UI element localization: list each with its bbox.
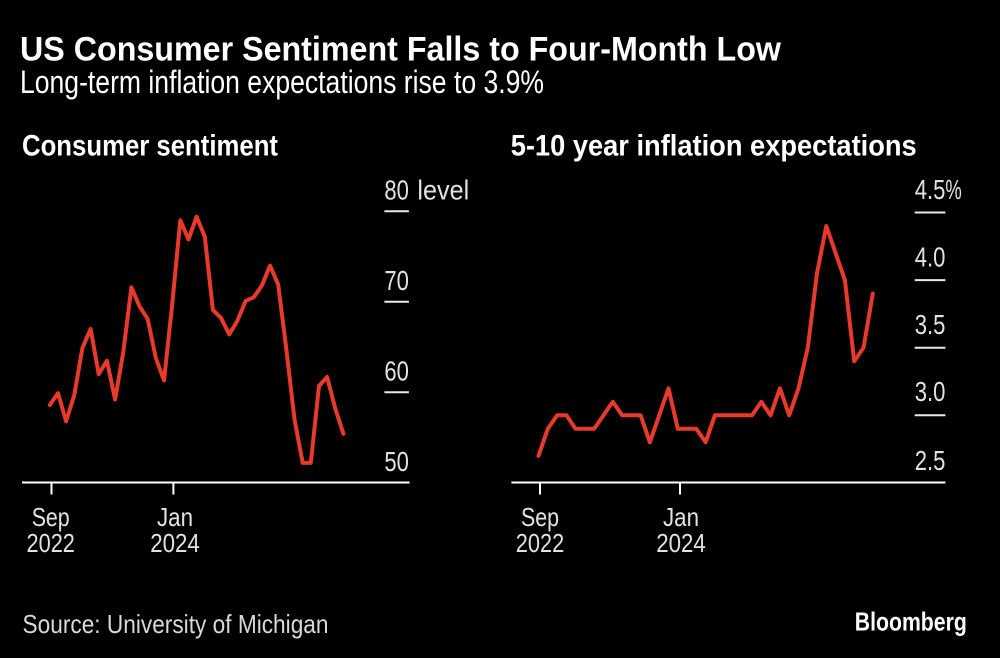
svg-text:3.5: 3.5	[915, 309, 946, 340]
svg-text:60: 60	[384, 356, 409, 387]
svg-text:2.5: 2.5	[915, 445, 946, 476]
svg-text:level: level	[417, 175, 469, 206]
svg-text:Sep: Sep	[32, 502, 70, 532]
svg-text:Long-term inflation expectatio: Long-term inflation expectations rise to…	[20, 64, 544, 100]
svg-text:Jan: Jan	[157, 502, 193, 532]
svg-text:%: %	[945, 174, 961, 205]
svg-text:2024: 2024	[150, 528, 200, 558]
svg-text:Jan: Jan	[663, 502, 699, 532]
svg-text:US Consumer Sentiment Falls to: US Consumer Sentiment Falls to Four-Mont…	[20, 31, 782, 69]
svg-text:2024: 2024	[656, 528, 706, 558]
svg-text:70: 70	[384, 265, 409, 296]
svg-text:4.5: 4.5	[915, 174, 946, 205]
svg-text:Source: University of Michigan: Source: University of Michigan	[23, 609, 329, 639]
svg-text:Bloomberg: Bloomberg	[855, 607, 967, 637]
svg-text:3.0: 3.0	[915, 376, 946, 407]
svg-text:4.0: 4.0	[915, 242, 946, 273]
svg-text:Sep: Sep	[521, 502, 559, 532]
svg-text:Consumer sentiment: Consumer sentiment	[22, 129, 278, 162]
svg-text:5-10 year inflation expectatio: 5-10 year inflation expectations	[511, 129, 917, 162]
svg-text:2022: 2022	[27, 528, 75, 558]
svg-text:80: 80	[384, 175, 409, 206]
svg-text:2022: 2022	[516, 528, 564, 558]
svg-text:50: 50	[384, 446, 409, 477]
